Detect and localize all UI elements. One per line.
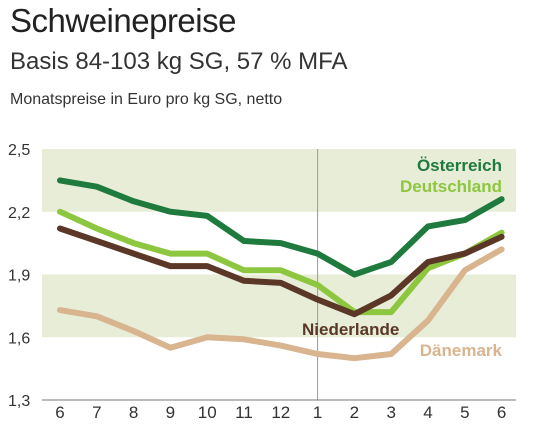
x-tick-label: 2 [350,403,359,422]
x-tick-label: 5 [460,403,469,422]
y-tick-label: 2,5 [8,142,30,159]
y-tick-label: 2,2 [8,205,30,222]
series-line [57,208,505,316]
chart-subtitle: Basis 84-103 kg SG, 57 % MFA [10,48,348,75]
chart-title: Schweinepreise [10,2,236,39]
series-line [57,177,505,278]
series-line [57,246,505,362]
x-tick-label: 6 [497,403,506,422]
x-tick-label: 3 [386,403,395,422]
y-tick-label: 1,3 [8,393,30,410]
series-label: Deutschland [400,177,502,196]
x-tick-label: 4 [423,403,432,422]
x-tick-label: 10 [198,403,217,422]
series-label: Dänemark [420,341,503,360]
y-tick-label: 1,6 [8,330,30,347]
x-tick-label: 8 [129,403,138,422]
x-tick-label: 6 [55,403,64,422]
x-tick-label: 7 [92,403,101,422]
axes: 1,31,61,92,22,56 7 8 9 10 11 12 1 2 3 4 5 6 [8,142,516,422]
series-lines [57,177,505,362]
grid-band [42,149,516,212]
series-label: Österreich [417,156,502,175]
x-tick-label: 9 [166,403,175,422]
x-tick-label: 11 [235,403,253,422]
series-labels: Dänemark Deutschland Niederlande Österreich [302,156,503,360]
series-label: Niederlande [302,320,399,339]
y-tick-label: 1,9 [8,268,30,285]
x-tick-label: 1 [313,403,322,422]
x-tick-label: 12 [271,403,290,422]
series-line [57,225,505,318]
y-axis-unit-label: Monatspreise in Euro pro kg SG, netto [10,91,283,108]
